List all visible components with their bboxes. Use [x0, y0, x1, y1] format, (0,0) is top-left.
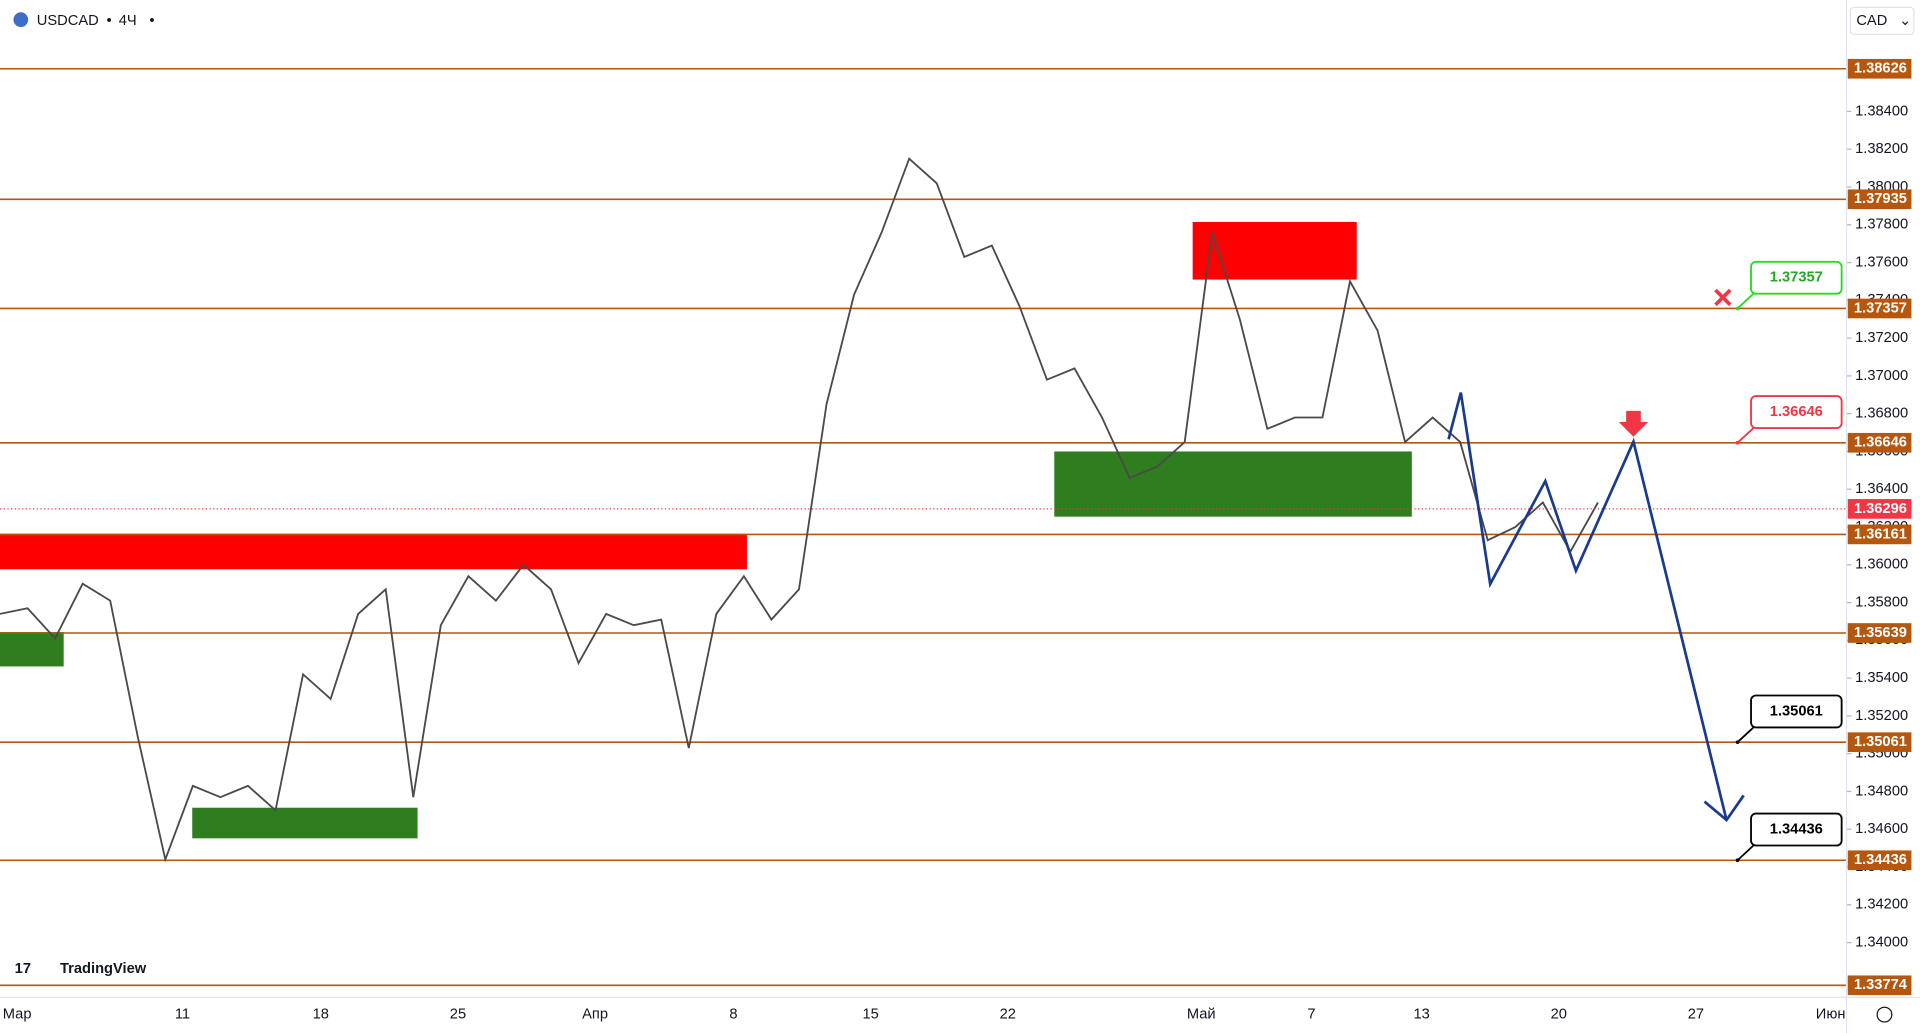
x-tick-label: 27: [1688, 1006, 1704, 1022]
x-tick-label: 7: [1307, 1006, 1315, 1022]
y-tick-label: 1.37600: [1855, 254, 1908, 270]
level-label: 1.33774: [1854, 977, 1908, 993]
level-label-bg: [1847, 58, 1912, 79]
y-tick-label: 1.36800: [1855, 406, 1908, 422]
flag-icon: [13, 12, 29, 28]
x-tick-label: 22: [1000, 1006, 1016, 1022]
y-tick-label: 1.34200: [1855, 897, 1908, 913]
currency-box: [1849, 6, 1915, 36]
target-label: 1.34436: [1770, 821, 1823, 837]
level-label-bg: [1847, 189, 1912, 210]
settings[interactable]: [1876, 1006, 1893, 1023]
separator: •: [149, 13, 154, 29]
target-label: 1.36646: [1770, 404, 1823, 420]
x-tick-label: 8: [729, 1006, 737, 1022]
y-tick-label: 1.36400: [1855, 481, 1908, 497]
zone: [1054, 451, 1412, 517]
current-price-bg: [1847, 499, 1912, 519]
logo: 17 TradingView: [15, 961, 147, 977]
zone: [0, 533, 747, 570]
symbol: USDCAD: [37, 13, 99, 29]
y-tick-label: 1.35400: [1855, 670, 1908, 686]
level-label: 1.36646: [1854, 435, 1907, 451]
arrow-head: [1703, 794, 1745, 822]
level-label: 1.36161: [1854, 526, 1907, 542]
currency: CAD: [1856, 13, 1887, 29]
target-box: [1750, 260, 1843, 295]
cancel-mark: [1714, 288, 1732, 307]
y-tick-label: 1.34800: [1855, 783, 1908, 799]
y-tick-label: 1.34600: [1855, 821, 1908, 837]
y-tick-label: 1.38200: [1855, 141, 1908, 157]
level-label: 1.35061: [1854, 734, 1907, 750]
level-label-bg: [1847, 975, 1912, 996]
x-tick-label: Апр: [582, 1006, 608, 1022]
y-tick-label: 1.37200: [1855, 330, 1908, 346]
price-line: [0, 157, 1599, 863]
x-tick-label: Мар: [3, 1006, 32, 1022]
dropdown-arrow: ⌄: [1899, 13, 1911, 29]
zone: [1192, 221, 1357, 280]
level-label: 1.37935: [1854, 191, 1907, 207]
level-label-bg: [1847, 850, 1912, 871]
target-label: 1.37357: [1770, 270, 1823, 286]
interval: 4Ч: [119, 13, 137, 29]
currency-selector[interactable]: CAD ⌄: [1849, 6, 1915, 36]
symbol-header[interactable]: USDCAD • 4Ч •: [13, 12, 155, 29]
zone: [0, 632, 64, 667]
y-tick-label: 1.37000: [1855, 368, 1908, 384]
level-label-bg: [1847, 524, 1912, 545]
y-tick-label: 1.38400: [1855, 103, 1908, 119]
level-label-bg: [1847, 623, 1912, 643]
target-box: [1750, 694, 1843, 729]
x-tick-label: 20: [1551, 1006, 1567, 1022]
current-price-label: 1.36296: [1854, 501, 1907, 517]
x-tick-label: 13: [1413, 1006, 1429, 1022]
level-label: 1.38626: [1854, 61, 1907, 77]
level-label-bg: [1847, 732, 1912, 753]
x-tick-label: 11: [175, 1006, 190, 1022]
target-leader: [1736, 427, 1755, 444]
logo-icon: 17: [15, 961, 31, 977]
sell-arrow: [1618, 410, 1649, 437]
separator: •: [107, 13, 112, 29]
x-tick-label: Май: [1187, 1006, 1216, 1022]
level-label: 1.35639: [1854, 625, 1907, 641]
x-tick-label: 15: [862, 1006, 878, 1022]
y-tick-label: 1.36000: [1855, 557, 1908, 573]
brand: TradingView: [60, 961, 147, 977]
y-tick-label: 1.35800: [1855, 594, 1908, 610]
y-tick-label: 1.34000: [1855, 934, 1908, 950]
level-label: 1.34436: [1854, 852, 1907, 868]
target-leader: [1736, 726, 1755, 743]
target-box: [1750, 812, 1843, 847]
level-label-bg: [1847, 298, 1912, 319]
x-tick-label: Июн: [1816, 1006, 1846, 1022]
target-leader: [1736, 293, 1755, 310]
settings-icon: [1876, 1006, 1893, 1023]
y-tick-label: 1.37800: [1855, 217, 1908, 233]
y-tick-label: 1.35200: [1855, 708, 1908, 724]
level-label: 1.37357: [1854, 300, 1907, 316]
target-leader: [1736, 844, 1755, 861]
target-box: [1750, 395, 1843, 429]
x-tick-label: 18: [313, 1006, 329, 1022]
x-tick-label: 25: [450, 1006, 466, 1022]
pattern-line: [1447, 392, 1728, 821]
zone: [192, 807, 418, 839]
plot: 1.384001.382001.380001.378001.376001.374…: [0, 58, 1912, 996]
level-label-bg: [1847, 432, 1912, 453]
target-label: 1.35061: [1770, 703, 1823, 719]
